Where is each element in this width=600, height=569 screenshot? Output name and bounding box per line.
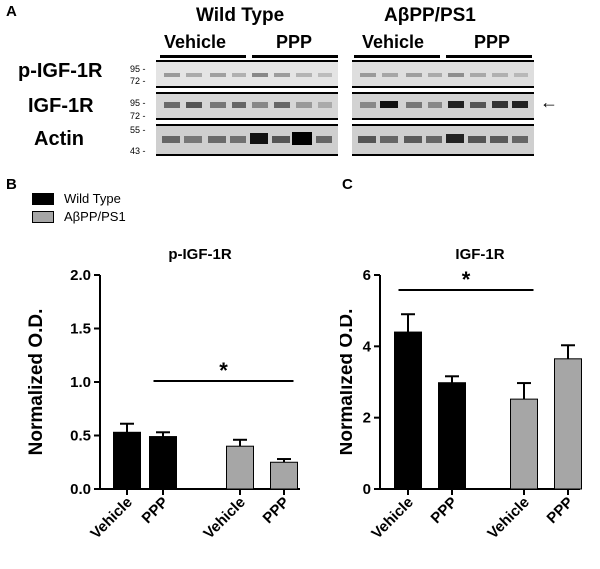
condition-line-tg-vehicle: [354, 55, 440, 58]
mw-marker-row1-top: 95 -: [130, 64, 146, 74]
legend-swatch-abpp-ps1: [32, 210, 54, 223]
chart-c-y-tick-label: 4: [363, 338, 372, 355]
legend-swatch-wild-type: [32, 192, 54, 205]
mw-marker-row3-top: 55 -: [130, 125, 146, 135]
legend-label-abpp-ps1: AβPP/PS1: [64, 209, 126, 224]
chart-c-y-axis-label: Normalized O.D.: [340, 309, 357, 456]
chart-b-x-tick-label: Vehicle: [200, 494, 249, 543]
chart-b-x-tick-label: PPP: [260, 494, 293, 527]
blot-strip-wt-actin: [156, 124, 338, 156]
condition-label-tg-vehicle: Vehicle: [362, 32, 425, 52]
chart-c-x-tick-label: Vehicle: [368, 494, 417, 543]
blot-strip-tg-igf-1r: [352, 92, 534, 120]
row-label-p-igf-1r: p-IGF-1R: [18, 60, 103, 82]
chart-b-y-tick-label: 0.0: [70, 481, 91, 498]
mw-marker-row1-bottom: 72 -: [130, 76, 146, 86]
group-title-abpp-ps1: AβPP/PS1: [384, 5, 476, 26]
chart-b-y-tick-label: 2.0: [70, 267, 91, 284]
chart-c-bar: [438, 382, 466, 490]
chart-b-bar: [226, 445, 254, 490]
panel-b-letter: B: [6, 176, 17, 193]
panel-c-letter: C: [342, 176, 353, 193]
chart-igf-1r: IGF-1R Normalized O.D. 0 2 4 6 Vehicle PPP Vehic…: [340, 246, 582, 543]
chart-c-title: IGF-1R: [455, 246, 504, 263]
chart-b-y-tick-label: 0.5: [70, 428, 91, 445]
mw-marker-row2-top: 95 -: [130, 98, 146, 108]
chart-b-bar: [113, 431, 141, 490]
chart-c-y-tick-label: 2: [363, 410, 371, 427]
panel-a-letter: A: [6, 3, 17, 20]
chart-b-significance-marker: *: [219, 358, 228, 383]
group-title-wild-type: Wild Type: [196, 5, 285, 26]
chart-c-y-tick-label: 0: [363, 481, 371, 498]
chart-b-y-axis-label: Normalized O.D.: [26, 309, 47, 456]
band-arrow-icon: ←: [540, 92, 558, 112]
blot-strip-wt-p-igf-1r: [156, 60, 338, 88]
chart-b-y-tick-label: 1.0: [70, 374, 91, 391]
chart-b-title: p-IGF-1R: [168, 246, 231, 263]
legend-label-wild-type: Wild Type: [64, 191, 121, 206]
chart-c-significance-marker: *: [462, 267, 471, 292]
chart-c-bar: [394, 331, 422, 490]
row-label-actin: Actin: [34, 128, 84, 150]
condition-label-tg-ppp: PPP: [474, 32, 511, 52]
condition-line-tg-ppp: [446, 55, 532, 58]
condition-label-wt-ppp: PPP: [276, 32, 313, 52]
mw-marker-row3-bottom: 43 -: [130, 146, 146, 156]
chart-p-igf-1r: p-IGF-1R Normalized O.D. 0.0 0.5 1.0 1.5 2.0 Ve…: [26, 246, 300, 543]
chart-b-x-tick-label: PPP: [139, 494, 172, 527]
chart-c-x-tick-label: Vehicle: [484, 494, 533, 543]
blot-strip-tg-p-igf-1r: [352, 60, 534, 88]
legend-item-abpp-ps1: AβPP/PS1: [32, 209, 126, 224]
chart-b-bar: [149, 436, 177, 490]
condition-line-wt-ppp: [252, 55, 338, 58]
chart-c-bar: [554, 358, 582, 490]
chart-c-bar: [510, 398, 538, 490]
row-label-igf-1r: IGF-1R: [28, 95, 94, 117]
blot-strip-tg-actin: [352, 124, 534, 156]
chart-b-y-tick-label: 1.5: [70, 321, 91, 338]
chart-c-x-tick-label: PPP: [428, 494, 461, 527]
mw-marker-row2-bottom: 72 -: [130, 111, 146, 121]
legend-item-wild-type: Wild Type: [32, 191, 121, 206]
chart-c-y-tick-label: 6: [363, 267, 371, 284]
chart-c-x-tick-label: PPP: [544, 494, 577, 527]
chart-b-bar: [270, 461, 298, 490]
blot-strip-wt-igf-1r: [156, 92, 338, 120]
condition-line-wt-vehicle: [160, 55, 246, 58]
condition-label-wt-vehicle: Vehicle: [164, 32, 227, 52]
chart-b-x-tick-label: Vehicle: [87, 494, 136, 543]
